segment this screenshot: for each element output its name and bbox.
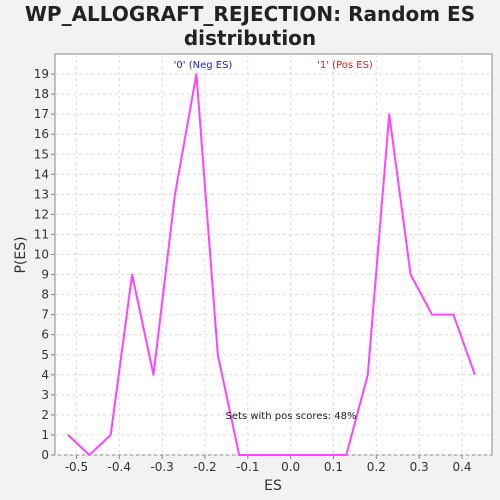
x-tick-label: 0.3 bbox=[410, 460, 429, 474]
y-tick-label: 16 bbox=[34, 127, 49, 141]
x-tick-label: -0.5 bbox=[65, 460, 88, 474]
x-axis: -0.5 -0.4 -0.3 -0.2 -0.1 0.0 0.1 0.2 0.3 0.4 bbox=[65, 455, 472, 474]
y-tick-label: 4 bbox=[41, 368, 49, 382]
y-tick-label: 6 bbox=[41, 328, 49, 342]
y-tick-label: 17 bbox=[34, 107, 49, 121]
y-tick-label: 13 bbox=[34, 187, 49, 201]
pos-es-label: '1' (Pos ES) bbox=[317, 60, 373, 71]
x-tick-label: 0.4 bbox=[452, 460, 471, 474]
y-tick-label: 14 bbox=[34, 167, 49, 181]
neg-es-label: '0' (Neg ES) bbox=[174, 60, 233, 71]
x-tick-label: -0.1 bbox=[236, 460, 259, 474]
y-tick-label: 3 bbox=[41, 388, 49, 402]
y-tick-label: 18 bbox=[34, 87, 49, 101]
y-tick-label: 9 bbox=[41, 268, 49, 282]
y-tick-label: 10 bbox=[34, 248, 49, 262]
y-tick-label: 12 bbox=[34, 207, 49, 221]
y-tick-label: 7 bbox=[41, 308, 49, 322]
chart-title: WP_ALLOGRAFT_REJECTION: Random ES distri… bbox=[0, 2, 500, 50]
y-tick-label: 11 bbox=[34, 227, 49, 241]
y-tick-label: 19 bbox=[34, 67, 49, 81]
x-tick-label: 0.0 bbox=[281, 460, 300, 474]
x-tick-label: -0.4 bbox=[108, 460, 131, 474]
chart-title-line1: WP_ALLOGRAFT_REJECTION: Random ES bbox=[24, 2, 476, 26]
series-line bbox=[67, 73, 476, 456]
x-tick-label: -0.2 bbox=[193, 460, 216, 474]
pos-scores-note: Sets with pos scores: 48% bbox=[226, 411, 357, 422]
y-tick-label: 15 bbox=[34, 147, 49, 161]
x-tick-label: 0.1 bbox=[324, 460, 343, 474]
y-tick-label: 8 bbox=[41, 288, 49, 302]
y-tick-label: 1 bbox=[41, 428, 49, 442]
y-tick-label: 5 bbox=[41, 348, 49, 362]
y-tick-label: 0 bbox=[41, 448, 49, 462]
x-axis-title: ES bbox=[264, 478, 282, 494]
y-axis-title: P(ES) bbox=[13, 236, 29, 273]
y-tick-label: 2 bbox=[41, 408, 49, 422]
x-tick-label: 0.2 bbox=[367, 460, 386, 474]
series-layer bbox=[67, 73, 476, 456]
chart-title-line2: distribution bbox=[183, 26, 317, 50]
x-tick-label: -0.3 bbox=[150, 460, 173, 474]
